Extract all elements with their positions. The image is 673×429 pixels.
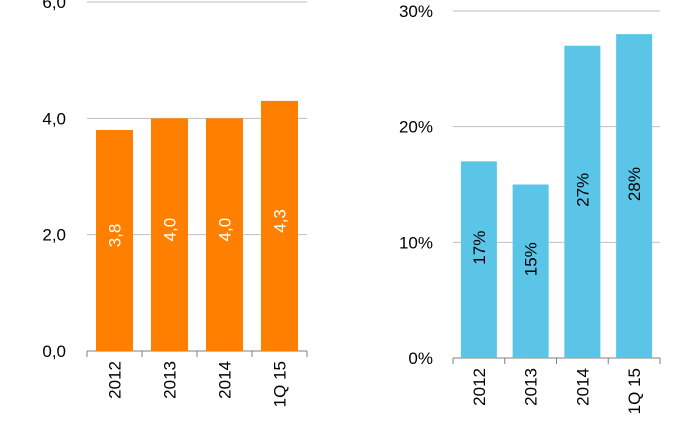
bar [564, 45, 601, 358]
x-category-label: 2013 [522, 368, 541, 406]
bar [151, 118, 188, 351]
y-tick-label: 30% [399, 2, 433, 21]
y-tick-label: 0% [408, 349, 433, 368]
data-label: 3,8 [106, 224, 125, 248]
x-category-label: 1Q 15 [271, 361, 290, 407]
bar [616, 34, 653, 359]
bar [206, 118, 243, 351]
x-category-label: 2012 [470, 368, 489, 406]
x-category-label: 2012 [106, 361, 125, 399]
bar [261, 100, 298, 351]
data-label: 27% [573, 173, 592, 207]
x-category-label: 2014 [216, 361, 235, 399]
bar [512, 184, 549, 358]
x-category-label: 1Q 15 [625, 368, 644, 414]
y-tick-label: 2,0 [42, 226, 66, 245]
y-tick-label: 10% [399, 233, 433, 252]
chart-left: 0,0 2,0 4,0 6,0 3,8 2012 4,0 2013 4,0 2014 4,3 1Q 1… [42, 0, 308, 407]
data-label: 15% [522, 242, 541, 276]
x-category-label: 2014 [573, 368, 592, 406]
data-label: 17% [470, 231, 489, 265]
chart-right: 0% 10% 20% 30% 17% 2012 15% 2013 27% 2014 28% 1Q 15 [399, 2, 661, 414]
bar [96, 129, 133, 351]
data-label: 28% [625, 167, 644, 201]
y-tick-label: 20% [399, 118, 433, 137]
data-label: 4,3 [271, 209, 290, 233]
x-category-label: 2013 [161, 361, 180, 399]
data-label: 4,0 [216, 218, 235, 242]
bar [460, 161, 497, 358]
y-tick-label: 0,0 [42, 342, 66, 361]
y-tick-label: 4,0 [42, 109, 66, 128]
y-tick-label: 6,0 [42, 0, 66, 12]
data-label: 4,0 [161, 218, 180, 242]
